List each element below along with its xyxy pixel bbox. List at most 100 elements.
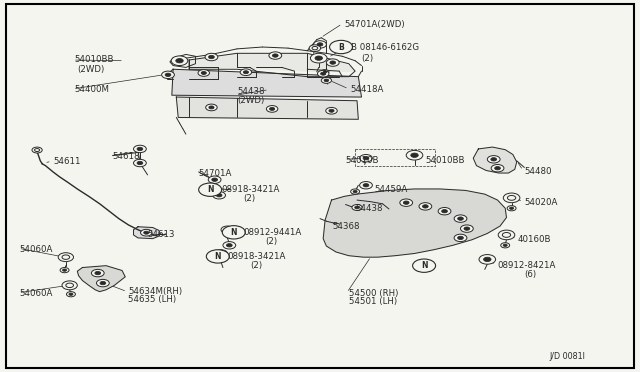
Circle shape (162, 71, 174, 78)
Circle shape (95, 272, 100, 275)
Text: 54613: 54613 (148, 230, 175, 239)
Text: (2): (2) (250, 261, 262, 270)
Circle shape (464, 227, 470, 230)
Circle shape (214, 250, 227, 257)
Text: 54701A: 54701A (198, 169, 232, 177)
Text: 54480: 54480 (524, 167, 552, 176)
Circle shape (317, 70, 329, 77)
Circle shape (321, 77, 332, 83)
Circle shape (165, 73, 171, 77)
Circle shape (363, 184, 369, 187)
Text: 54400M: 54400M (74, 85, 109, 94)
Text: N: N (421, 261, 428, 270)
Circle shape (32, 147, 42, 153)
Text: 54010BB: 54010BB (426, 155, 465, 164)
Text: 54501 (LH): 54501 (LH) (349, 297, 397, 306)
Circle shape (198, 70, 209, 76)
Circle shape (329, 109, 334, 112)
Circle shape (208, 176, 221, 183)
Circle shape (141, 230, 152, 236)
Circle shape (67, 292, 76, 297)
Circle shape (323, 71, 327, 73)
Circle shape (69, 293, 73, 295)
Circle shape (221, 226, 234, 234)
Circle shape (458, 236, 463, 240)
Circle shape (134, 145, 147, 153)
Text: 54060A: 54060A (20, 289, 53, 298)
Text: 54418A: 54418A (351, 85, 384, 94)
Polygon shape (189, 53, 355, 71)
Circle shape (209, 106, 214, 109)
Circle shape (225, 228, 230, 231)
Circle shape (60, 267, 69, 273)
Circle shape (411, 153, 419, 157)
Circle shape (509, 207, 513, 209)
Circle shape (491, 164, 504, 172)
Circle shape (209, 55, 214, 59)
Circle shape (137, 147, 143, 151)
Circle shape (309, 45, 321, 51)
Circle shape (137, 161, 143, 165)
Circle shape (58, 253, 74, 262)
Text: 54459A: 54459A (374, 185, 408, 194)
Circle shape (269, 52, 282, 59)
Circle shape (355, 206, 359, 209)
Text: 54020A: 54020A (524, 198, 557, 207)
Text: (2WD): (2WD) (77, 65, 104, 74)
Circle shape (454, 234, 467, 241)
Text: 54634M(RH): 54634M(RH) (129, 287, 182, 296)
Circle shape (330, 40, 353, 54)
Text: 54368: 54368 (333, 222, 360, 231)
Text: (6): (6) (524, 270, 536, 279)
Text: B 08146-6162G: B 08146-6162G (351, 42, 419, 51)
Circle shape (62, 255, 70, 259)
Circle shape (273, 54, 278, 57)
Circle shape (461, 225, 473, 232)
Circle shape (216, 193, 222, 197)
Polygon shape (77, 266, 125, 292)
Circle shape (502, 232, 511, 237)
Text: (2): (2) (266, 237, 278, 246)
Circle shape (352, 205, 362, 211)
Text: 54438: 54438 (237, 87, 264, 96)
Text: 08912-8421A: 08912-8421A (497, 261, 556, 270)
Circle shape (413, 259, 436, 272)
Circle shape (315, 56, 323, 60)
Circle shape (508, 195, 516, 200)
Circle shape (218, 252, 224, 255)
Circle shape (326, 108, 337, 114)
Circle shape (321, 70, 329, 74)
Circle shape (243, 71, 248, 74)
Text: (2): (2) (243, 195, 255, 203)
Circle shape (62, 281, 77, 290)
Circle shape (507, 206, 516, 211)
Circle shape (403, 201, 409, 204)
Text: (2): (2) (362, 54, 374, 62)
Circle shape (310, 53, 327, 63)
Circle shape (35, 148, 40, 151)
Text: J/D 0081I: J/D 0081I (550, 352, 586, 361)
Circle shape (498, 230, 515, 240)
Circle shape (503, 244, 508, 247)
Circle shape (227, 244, 232, 247)
Text: 08912-9441A: 08912-9441A (243, 228, 301, 237)
Polygon shape (172, 69, 362, 97)
Circle shape (240, 69, 252, 76)
Circle shape (330, 61, 335, 64)
Circle shape (422, 205, 428, 208)
Text: N: N (214, 252, 221, 261)
Text: N: N (230, 228, 237, 237)
Text: 54060A: 54060A (20, 244, 53, 253)
Circle shape (92, 269, 104, 277)
Circle shape (206, 250, 229, 263)
Circle shape (222, 226, 245, 239)
Text: (2WD): (2WD) (237, 96, 264, 105)
Circle shape (269, 108, 275, 110)
Circle shape (212, 192, 225, 199)
Circle shape (458, 217, 463, 220)
Circle shape (205, 53, 218, 61)
Circle shape (487, 155, 500, 163)
Circle shape (312, 46, 318, 50)
Circle shape (495, 167, 500, 170)
Polygon shape (134, 227, 159, 238)
